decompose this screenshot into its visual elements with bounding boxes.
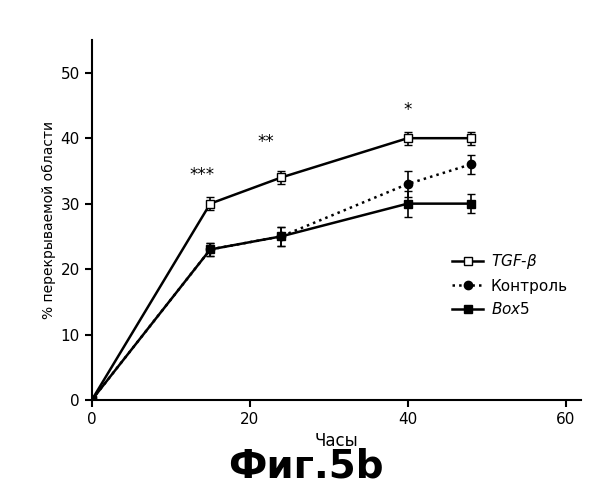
Y-axis label: % перекрываемой области: % перекрываемой области: [42, 121, 56, 319]
X-axis label: Часы: Часы: [315, 432, 359, 450]
Text: ***: ***: [190, 166, 215, 184]
Text: **: **: [257, 134, 274, 152]
Text: Фиг.5b: Фиг.5b: [228, 447, 384, 485]
Legend: $\mathit{TGF}$-$\mathit{\beta}$, Контроль, $\mathit{Box5}$: $\mathit{TGF}$-$\mathit{\beta}$, Контрол…: [446, 246, 574, 324]
Text: *: *: [403, 100, 412, 118]
